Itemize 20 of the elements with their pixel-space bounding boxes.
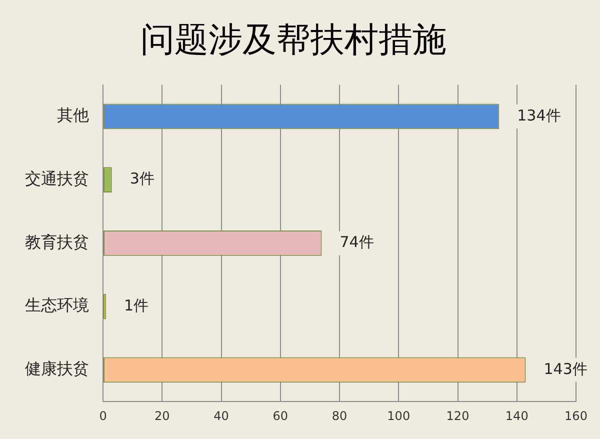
x-tick-label: 60 — [272, 408, 288, 423]
x-tick-label: 40 — [214, 408, 229, 423]
y-tick-label: 交通扶贫 — [25, 168, 89, 188]
y-tick-label: 生态环境 — [25, 296, 89, 315]
x-tick-label: 20 — [154, 408, 170, 423]
chart-title: 问题涉及帮扶村措施 — [140, 20, 446, 60]
x-tick-label: 160 — [564, 408, 588, 423]
x-tick-label: 100 — [387, 408, 410, 423]
data-label: 143件 — [544, 360, 588, 378]
x-tick-label: 140 — [505, 408, 528, 423]
y-tick-label: 教育扶贫 — [25, 232, 89, 252]
y-tick-label: 健康扶贫 — [25, 359, 89, 378]
data-label: 3件 — [130, 170, 154, 188]
data-label: 74件 — [340, 233, 374, 252]
x-tick-label: 120 — [446, 408, 470, 423]
x-tick-label: 0 — [99, 408, 107, 423]
data-label: 134件 — [517, 106, 561, 124]
x-tick-label: 80 — [332, 408, 348, 423]
y-tick-label: 其他 — [57, 106, 89, 125]
data-label: 1件 — [124, 296, 149, 314]
